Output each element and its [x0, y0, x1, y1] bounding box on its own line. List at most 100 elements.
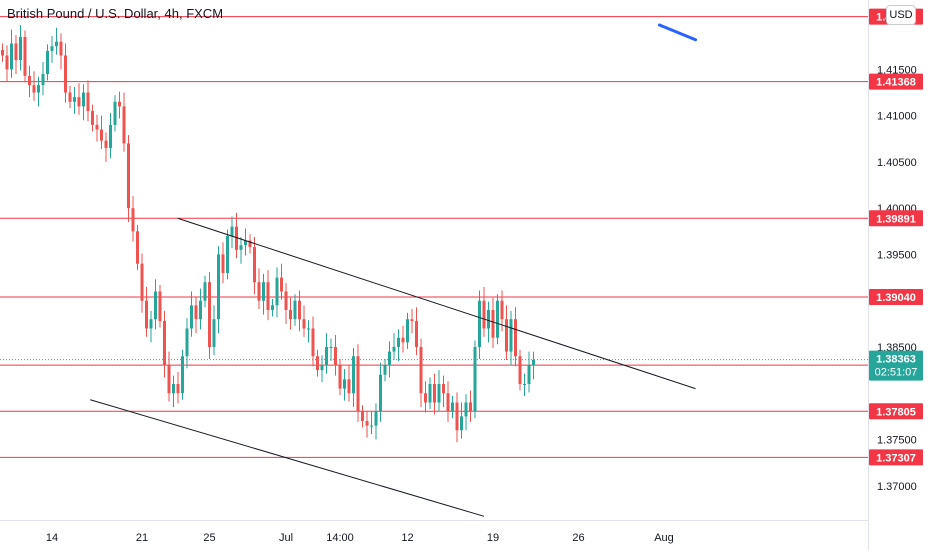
candle-body: [104, 140, 108, 149]
candle-body: [59, 41, 63, 56]
candle-body: [302, 319, 306, 329]
candle-body: [176, 383, 180, 394]
candle-body: [379, 374, 382, 412]
candle-body: [266, 282, 270, 310]
candle-body: [154, 291, 157, 320]
candle-body: [109, 124, 112, 149]
trendline[interactable]: [90, 399, 485, 517]
candle-body: [527, 365, 531, 384]
trendlines: [90, 23, 697, 517]
candle-body: [208, 282, 211, 347]
candle-body: [203, 282, 207, 301]
candle-body: [50, 46, 54, 51]
candle-body: [149, 319, 153, 329]
candle-body: [505, 319, 508, 352]
time-axis: 14 21 25 Jul 14:00 12 19 26 Aug: [0, 520, 868, 550]
chart-title: British Pound / U.S. Dollar, 4h, FXCM: [7, 6, 224, 21]
time-tick-label: 26: [572, 532, 584, 544]
candle-body: [158, 291, 162, 322]
candle-body: [77, 97, 81, 107]
candle-body: [230, 226, 234, 236]
price-tick-label: 1.41000: [877, 111, 917, 123]
level-price-tag: [869, 210, 923, 227]
candle-body: [100, 129, 103, 141]
candle-body: [185, 328, 189, 357]
candle-body: [113, 101, 117, 125]
candle-body: [397, 337, 400, 347]
candle-body: [212, 319, 216, 347]
candle-body: [500, 300, 504, 320]
price-tick-label: 1.41500: [877, 64, 917, 76]
candle-body: [118, 101, 121, 107]
candle-body: [433, 383, 436, 403]
candle-body: [437, 383, 441, 403]
candle-body: [311, 328, 315, 357]
time-tick-label: Aug: [654, 532, 674, 544]
candle-body: [523, 383, 526, 385]
price-tick-label: 1.37000: [877, 481, 917, 493]
candle-body: [1, 49, 4, 56]
price-tick-label: 1.40500: [877, 157, 917, 169]
candle-body: [91, 111, 94, 125]
candle-body: [460, 416, 463, 431]
candle-body: [257, 282, 261, 301]
candle-body: [473, 346, 477, 412]
candle-body: [244, 240, 247, 246]
candle-body: [82, 92, 85, 107]
candle-body: [284, 291, 288, 310]
candle-body: [248, 240, 252, 248]
candle-body: [122, 106, 126, 144]
current-price-tag: [869, 350, 923, 381]
arrow-drawing[interactable]: [658, 23, 697, 42]
candle-body: [347, 379, 351, 394]
trendline[interactable]: [177, 217, 696, 390]
candle-body: [127, 143, 130, 209]
time-axis-background[interactable]: [0, 520, 868, 550]
candle-body: [478, 300, 481, 347]
candle-body: [280, 277, 283, 292]
candle-body: [194, 305, 198, 320]
candle-body: [469, 402, 472, 412]
candle-body: [226, 235, 229, 273]
candle-body: [136, 231, 139, 264]
candle-body: [514, 319, 517, 357]
candle-body: [392, 346, 396, 352]
candle-body: [298, 300, 301, 320]
time-tick-label: Jul: [279, 532, 293, 544]
level-price-tag: [869, 289, 923, 306]
currency-button[interactable]: USD: [886, 5, 916, 25]
time-tick-label: 12: [401, 532, 413, 544]
candle-body: [374, 411, 378, 426]
candle-body: [496, 300, 499, 338]
candle-body: [428, 383, 432, 403]
candle-body: [217, 254, 220, 320]
candle-body: [271, 305, 274, 310]
candle-body: [68, 92, 72, 102]
candle-body: [37, 85, 40, 93]
candle-body: [19, 37, 22, 61]
candle-body: [289, 309, 292, 320]
candle-body: [190, 305, 193, 329]
candle-body: [28, 75, 31, 86]
candle-body: [10, 43, 13, 70]
candle-body: [424, 393, 427, 403]
time-tick-label: 21: [136, 532, 148, 544]
level-price-label: 1.39040: [876, 292, 916, 304]
candle-body: [307, 328, 310, 330]
candle-body: [401, 337, 405, 343]
candle-body: [442, 383, 445, 394]
current-price-label: 1.38363: [876, 354, 916, 366]
candle-body: [338, 365, 342, 389]
candle-body: [131, 208, 135, 232]
candle-body: [23, 37, 27, 76]
candle-body: [343, 379, 346, 389]
level-price-label: 1.37307: [876, 452, 916, 464]
candle-body: [316, 356, 319, 371]
candle-body: [140, 263, 144, 301]
candle-body: [181, 356, 184, 394]
price-tick-label: 1.39500: [877, 249, 917, 261]
candle-body: [518, 356, 522, 384]
candle-body: [64, 55, 67, 93]
